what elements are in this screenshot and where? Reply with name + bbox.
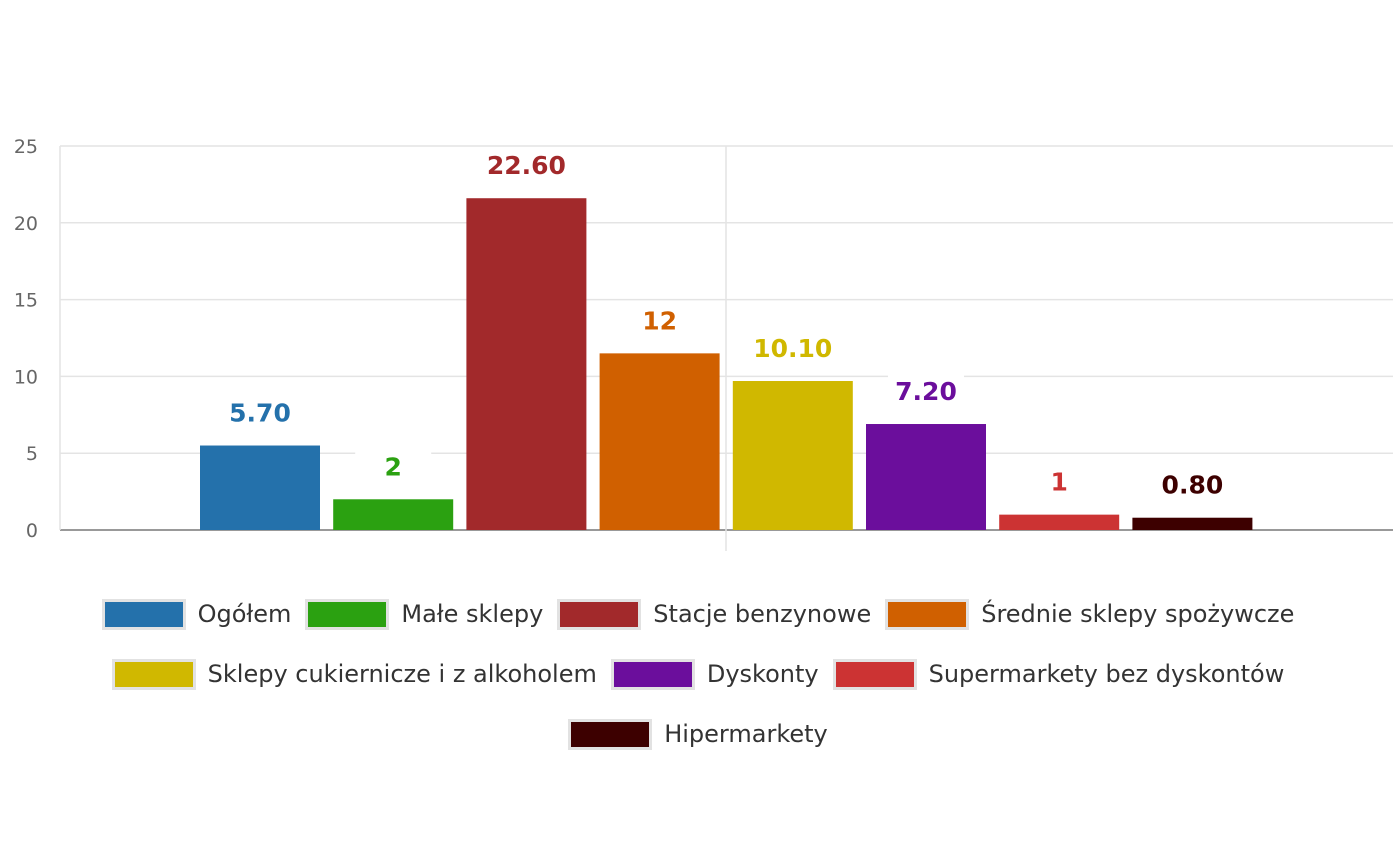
- legend-item[interactable]: Hipermarkety: [568, 718, 828, 750]
- data-label-background: [355, 449, 432, 484]
- legend-swatch: [610, 658, 695, 690]
- legend-label: Supermarkety bez dyskontów: [928, 660, 1285, 688]
- legend-item[interactable]: Sklepy cukiernicze i z alkoholem: [111, 658, 597, 690]
- data-label: 1: [1050, 468, 1067, 497]
- legend-label: Hipermarkety: [664, 720, 828, 748]
- y-tick-label: 20: [14, 213, 38, 235]
- data-label-background: [754, 331, 831, 366]
- bar-chart: 0 5 10 15 20 25 5.70 2 22.60 12 10.10 7.20 1 0.80: [14, 136, 1393, 551]
- data-label-background: [222, 395, 298, 430]
- data-label-background: [888, 374, 964, 409]
- legend-swatch: [557, 598, 642, 630]
- y-tick-label: 25: [14, 136, 38, 158]
- legend-item[interactable]: Ogółem: [101, 598, 292, 630]
- data-label-background: [488, 148, 565, 183]
- legend-label: Ogółem: [197, 600, 292, 628]
- legend-swatch: [568, 718, 653, 750]
- bar: [732, 381, 853, 530]
- y-axis-ticks: 0 5 10 15 20 25: [14, 136, 38, 542]
- data-label: 5.70: [229, 399, 291, 428]
- data-label-background: [1154, 467, 1231, 502]
- y-tick-label: 15: [14, 290, 38, 312]
- legend-item[interactable]: Małe sklepy: [305, 598, 543, 630]
- legend-label: Stacje benzynowe: [653, 600, 872, 628]
- bar: [200, 445, 320, 530]
- data-labels: 5.70 2 22.60 12 10.10 7.20 1 0.80: [222, 148, 1231, 502]
- y-tick-label: 10: [14, 366, 38, 388]
- legend-label: Dyskonty: [706, 660, 819, 688]
- data-label: 10.10: [753, 334, 832, 363]
- bar: [599, 353, 720, 530]
- data-label-background: [1021, 464, 1098, 499]
- legend-swatch: [885, 598, 970, 630]
- bar: [333, 499, 454, 530]
- legend-swatch: [101, 598, 186, 630]
- bar: [466, 198, 587, 530]
- legend-item[interactable]: Stacje benzynowe: [557, 598, 871, 630]
- legend-swatch: [305, 598, 390, 630]
- legend-swatch: [111, 658, 196, 690]
- y-tick-label: 0: [26, 520, 38, 542]
- data-label: 2: [384, 452, 401, 481]
- data-label: 7.20: [895, 377, 957, 406]
- legend-label: Sklepy cukiernicze i z alkoholem: [207, 660, 597, 688]
- legend-swatch: [832, 658, 917, 690]
- legend-label: Średnie sklepy spożywcze: [981, 600, 1295, 628]
- legend-item[interactable]: Supermarkety bez dyskontów: [832, 658, 1285, 690]
- data-label: 22.60: [487, 151, 566, 180]
- data-label-background: [621, 303, 698, 338]
- bars: [200, 198, 1253, 530]
- legend-item[interactable]: Średnie sklepy spożywcze: [885, 598, 1294, 630]
- legend-item[interactable]: Dyskonty: [610, 658, 819, 690]
- y-tick-label: 5: [26, 443, 38, 465]
- bar: [1132, 517, 1253, 530]
- data-label: 0.80: [1162, 471, 1224, 500]
- legend-label: Małe sklepy: [401, 600, 544, 628]
- bar: [866, 424, 986, 530]
- bar: [999, 514, 1120, 530]
- data-label: 12: [642, 306, 677, 335]
- legend: Ogółem Małe sklepy Stacje benzynowe Średnie…: [40, 598, 1356, 750]
